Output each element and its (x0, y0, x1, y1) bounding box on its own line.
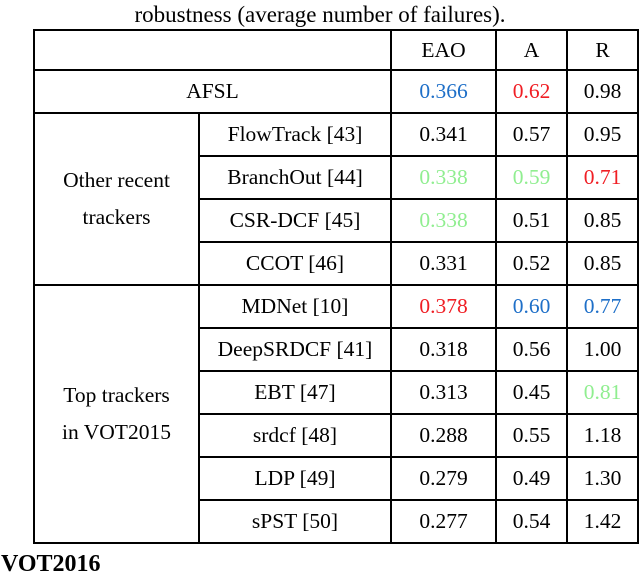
tracker-name: MDNet [10] (198, 284, 392, 329)
table-row: CCOT [46] 0.331 0.52 0.85 (34, 241, 639, 286)
eao-value: 0.338 (390, 155, 497, 200)
table-row-afsl: AFSL 0.366 0.62 0.98 (33, 69, 639, 114)
tracker-name: EBT [47] (198, 370, 392, 415)
a-value: 0.59 (495, 155, 568, 200)
a-value: 0.51 (495, 198, 568, 243)
r-value: 0.71 (566, 155, 639, 200)
tracker-name: CCOT [46] (198, 241, 392, 286)
r-value: 0.77 (566, 284, 639, 329)
r-value: 0.81 (566, 370, 639, 415)
eao-value: 0.288 (390, 413, 497, 458)
eao-value: 0.279 (390, 456, 497, 501)
table-row: srdcf [48] 0.288 0.55 1.18 (34, 413, 639, 458)
tracker-name: LDP [49] (198, 456, 392, 501)
r-value: 0.95 (566, 112, 639, 157)
table-row: Other recent trackers FlowTrack [43] 0.3… (33, 112, 639, 286)
header-empty-cell (33, 29, 392, 71)
eao-value: 0.318 (390, 327, 497, 372)
r-value: 0.85 (566, 241, 639, 286)
eao-value: 0.378 (390, 284, 497, 329)
table-row: EBT [47] 0.313 0.45 0.81 (34, 370, 639, 415)
table-row: LDP [49] 0.279 0.49 1.30 (34, 456, 639, 501)
header-a: A (495, 29, 568, 71)
group-label-line: Top trackers (63, 383, 170, 407)
r-value: 1.30 (566, 456, 639, 501)
table-caption: robustness (average number of failures). (134, 2, 506, 27)
a-value: 0.45 (495, 370, 568, 415)
tracker-name: FlowTrack [43] (198, 112, 392, 157)
eao-value: 0.313 (390, 370, 497, 415)
section-label-vot2016: VOT2016 (1, 551, 101, 577)
tracker-name: DeepSRDCF [41] (198, 327, 392, 372)
a-value: 0.54 (495, 499, 568, 544)
tracker-name: srdcf [48] (198, 413, 392, 458)
table-row: BranchOut [44] 0.338 0.59 0.71 (34, 155, 639, 200)
tracker-name: CSR-DCF [45] (198, 198, 392, 243)
group-label-other-recent-trackers: Other recent trackers (33, 112, 200, 286)
tracker-name: sPST [50] (198, 499, 392, 544)
a-value: 0.55 (495, 413, 568, 458)
a-value: 0.60 (495, 284, 568, 329)
eao-value: 0.338 (390, 198, 497, 243)
eao-value: 0.331 (390, 241, 497, 286)
table-row: Top trackers in VOT2015 MDNet [10] 0.378… (33, 284, 639, 544)
header-eao: EAO (390, 29, 497, 71)
header-r: R (566, 29, 639, 71)
r-value: 1.42 (566, 499, 639, 544)
afsl-r-value: 0.98 (566, 69, 639, 114)
group-label-line: in VOT2015 (62, 420, 171, 444)
afsl-a-value: 0.62 (495, 69, 568, 114)
a-value: 0.57 (495, 112, 568, 157)
eao-value: 0.341 (390, 112, 497, 157)
table-row: sPST [50] 0.277 0.54 1.42 (34, 499, 639, 544)
afsl-eao-value: 0.366 (390, 69, 497, 114)
a-value: 0.52 (495, 241, 568, 286)
table-row: DeepSRDCF [41] 0.318 0.56 1.00 (34, 327, 639, 372)
tracker-name-afsl: AFSL (33, 69, 392, 114)
r-value: 1.18 (566, 413, 639, 458)
a-value: 0.56 (495, 327, 568, 372)
group-label-top-trackers-vot2015: Top trackers in VOT2015 (33, 284, 200, 544)
eao-value: 0.277 (390, 499, 497, 544)
table-row: CSR-DCF [45] 0.338 0.51 0.85 (34, 198, 639, 243)
r-value: 1.00 (566, 327, 639, 372)
group-label-line: Other recent (63, 168, 170, 192)
table-header-row: EAO A R (33, 29, 639, 71)
r-value: 0.85 (566, 198, 639, 243)
group-label-line: trackers (82, 205, 151, 229)
results-table: EAO A R AFSL 0.366 0.62 0.98 Other recen… (33, 29, 639, 544)
a-value: 0.49 (495, 456, 568, 501)
tracker-name: BranchOut [44] (198, 155, 392, 200)
